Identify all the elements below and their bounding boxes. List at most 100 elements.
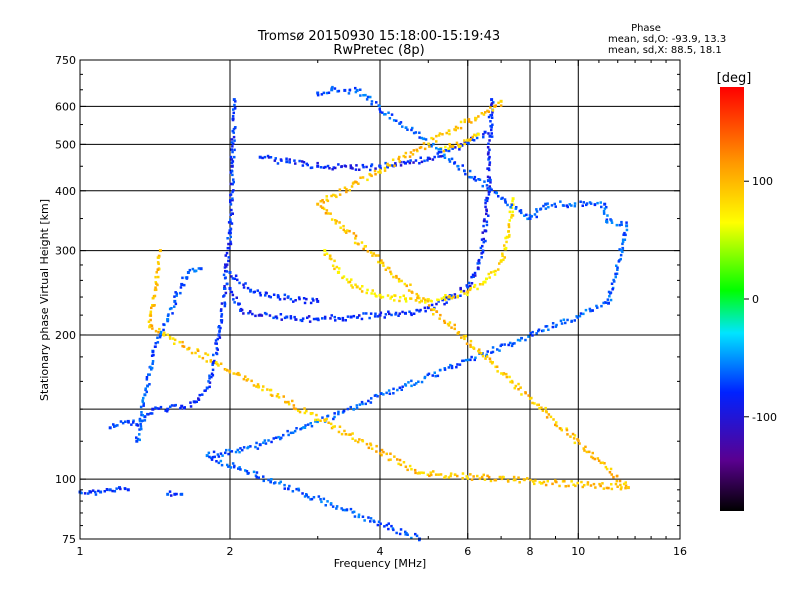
trace-point bbox=[465, 475, 468, 478]
trace-point bbox=[415, 308, 418, 312]
trace-point bbox=[374, 173, 377, 176]
trace-point bbox=[505, 372, 508, 376]
trace-point bbox=[459, 120, 463, 124]
trace-point bbox=[544, 483, 548, 487]
trace-point bbox=[255, 475, 258, 479]
trace-point bbox=[476, 287, 479, 291]
trace-point bbox=[418, 146, 422, 150]
trace-point bbox=[247, 471, 250, 475]
trace-point bbox=[486, 474, 489, 478]
trace-point bbox=[307, 315, 311, 318]
trace-point bbox=[404, 300, 408, 303]
data-point bbox=[230, 164, 234, 168]
trace-point bbox=[173, 338, 177, 342]
trace-point bbox=[399, 121, 403, 124]
trace-point bbox=[222, 295, 225, 298]
trace-point bbox=[409, 297, 413, 300]
trace-point bbox=[365, 291, 368, 295]
trace-point bbox=[601, 461, 604, 464]
trace-point bbox=[402, 154, 405, 158]
trace-point bbox=[467, 358, 470, 362]
trace-point bbox=[334, 194, 337, 197]
trace-point bbox=[306, 163, 309, 167]
trace-point bbox=[229, 182, 233, 186]
trace-point bbox=[361, 176, 365, 179]
data-point bbox=[343, 88, 347, 92]
trace-point bbox=[566, 205, 569, 209]
trace-point bbox=[196, 349, 200, 352]
trace-point bbox=[86, 492, 90, 495]
trace-point bbox=[136, 437, 140, 441]
trace-point bbox=[289, 315, 293, 318]
trace-point bbox=[579, 312, 583, 315]
trace-point bbox=[412, 161, 415, 164]
trace-point bbox=[477, 259, 480, 263]
trace-point bbox=[229, 155, 233, 159]
trace-point bbox=[201, 393, 204, 396]
trace-point bbox=[448, 160, 452, 163]
trace-point bbox=[183, 406, 186, 409]
trace-point bbox=[443, 367, 446, 370]
trace-point bbox=[231, 190, 234, 194]
x-tick-label: 8 bbox=[527, 545, 534, 558]
trace-point bbox=[317, 318, 320, 322]
trace-point bbox=[492, 270, 496, 273]
trace-point bbox=[514, 207, 518, 210]
trace-point bbox=[540, 406, 543, 409]
trace-point bbox=[433, 155, 436, 159]
trace-point bbox=[258, 291, 262, 295]
trace-point bbox=[488, 161, 492, 164]
trace-point bbox=[249, 310, 252, 313]
trace-point bbox=[358, 438, 361, 441]
trace-point bbox=[341, 508, 345, 512]
data-point bbox=[166, 407, 170, 411]
trace-point bbox=[198, 355, 201, 358]
trace-point bbox=[460, 144, 464, 147]
trace-point bbox=[457, 168, 461, 171]
trace-point bbox=[622, 233, 625, 236]
trace-point bbox=[276, 393, 280, 396]
trace-point bbox=[528, 397, 532, 400]
trace-point bbox=[579, 200, 582, 203]
trace-point bbox=[295, 318, 298, 321]
trace-point bbox=[558, 484, 561, 488]
trace-point bbox=[465, 342, 469, 345]
data-point bbox=[228, 229, 232, 233]
trace-point bbox=[494, 269, 497, 273]
trace-point bbox=[113, 425, 116, 428]
trace-point bbox=[362, 165, 365, 169]
data-point bbox=[143, 393, 147, 397]
trace-point bbox=[373, 520, 376, 524]
trace-point bbox=[162, 328, 165, 332]
trace-point bbox=[273, 159, 277, 162]
trace-point bbox=[140, 411, 143, 414]
trace-point bbox=[593, 203, 597, 207]
trace-point bbox=[466, 477, 470, 480]
trace-point bbox=[546, 202, 549, 205]
trace-point bbox=[420, 471, 423, 474]
trace-point bbox=[472, 346, 475, 349]
trace-point bbox=[444, 145, 447, 149]
trace-point bbox=[230, 290, 234, 294]
trace-point bbox=[225, 270, 229, 273]
trace-point bbox=[148, 383, 151, 386]
trace-point bbox=[497, 195, 500, 198]
trace-point bbox=[504, 201, 507, 204]
trace-point bbox=[214, 339, 218, 342]
trace-point bbox=[460, 336, 463, 339]
trace-point bbox=[242, 446, 246, 449]
trace-point bbox=[611, 288, 614, 291]
trace-point bbox=[412, 312, 416, 315]
data-point bbox=[466, 138, 470, 142]
trace-point bbox=[279, 437, 282, 441]
trace-point bbox=[150, 324, 154, 327]
trace-point bbox=[444, 294, 447, 297]
trace-point bbox=[547, 413, 551, 416]
trace-point bbox=[378, 168, 382, 172]
trace-point bbox=[145, 378, 149, 381]
trace-point bbox=[487, 193, 491, 196]
trace-point bbox=[323, 253, 326, 256]
trace-point bbox=[444, 149, 448, 152]
trace-point bbox=[582, 447, 585, 450]
trace-point bbox=[363, 245, 367, 248]
